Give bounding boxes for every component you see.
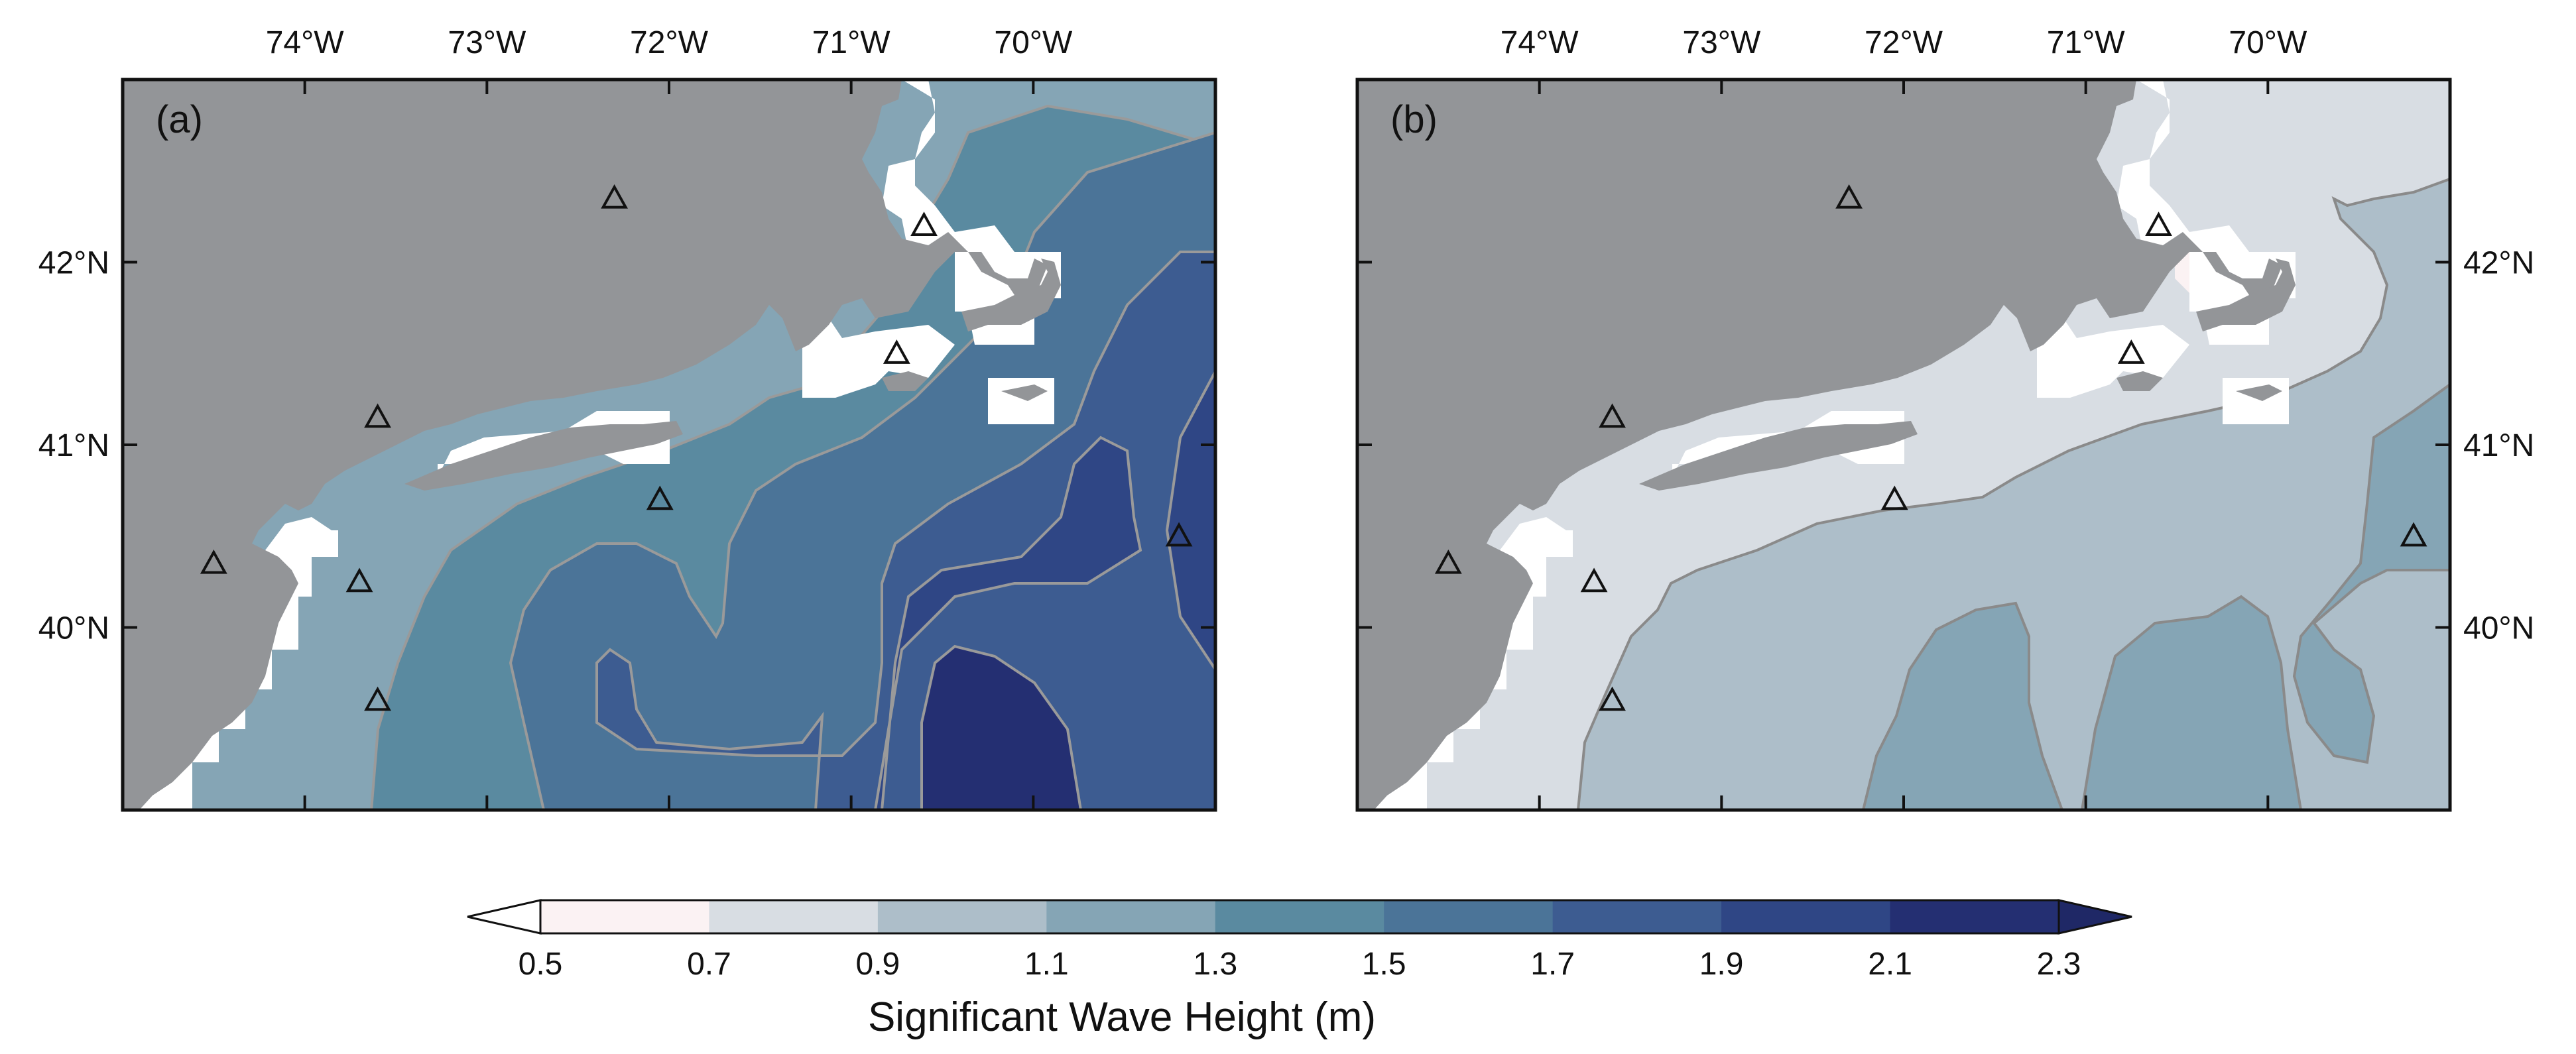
buoy-station-marker <box>910 211 938 236</box>
lon-tick-label: 73°W <box>448 25 526 60</box>
panel-a-map: 74°W 73°W 72°W 71°W 70°W 42°N 41°N 40°N (a) <box>38 25 1217 812</box>
buoy-station-marker <box>2145 211 2172 236</box>
colorbar-bin <box>1721 900 1891 933</box>
buoy-station-marker <box>1599 403 1626 428</box>
buoy-station-marker <box>1599 686 1626 711</box>
wave-band-2.1-2.3 <box>920 644 1083 810</box>
panel-b-field <box>1357 80 2450 810</box>
colorbar-bin <box>1890 900 2059 933</box>
buoy-station-marker <box>2117 339 2145 364</box>
buoy-station-marker <box>1580 567 1608 593</box>
lat-tick-label: 40°N <box>38 611 109 646</box>
long-island <box>1639 421 1918 491</box>
buoy-station-marker <box>1880 485 1908 510</box>
buoy-station-marker <box>364 403 391 428</box>
lon-tick-label: 72°W <box>1865 25 1943 60</box>
wave-band-1.7-1.9 <box>595 251 1215 810</box>
panel-b-ticks: 74°W 73°W 72°W 71°W 70°W 42°N 41°N 40°N <box>1357 25 2534 810</box>
island-nantucket <box>2236 384 2282 401</box>
buoy-station-marker <box>345 567 373 593</box>
island-nantucket <box>1001 384 1048 401</box>
long-island <box>404 421 683 491</box>
colorbar-title: Significant Wave Height (m) <box>868 994 1376 1040</box>
buoy-station-marker <box>883 339 910 364</box>
wave-band-1.1-1.3 <box>1861 382 2450 810</box>
colorbar-tick-label: 0.5 <box>519 947 563 982</box>
lat-tick-label: 40°N <box>2463 611 2534 646</box>
colorbar-under-extend <box>467 899 542 935</box>
island-vineyard <box>882 371 928 391</box>
panel-a-stations <box>200 184 1193 711</box>
colorbar-tick-label: 1.1 <box>1024 947 1069 982</box>
colorbar-bin <box>1215 900 1384 933</box>
land-mass <box>1357 80 2282 810</box>
colorbar-over-extend <box>2057 899 2132 935</box>
colorbar-tick-label: 1.7 <box>1530 947 1575 982</box>
lat-tick-label: 42°N <box>2463 246 2534 281</box>
buoy-station-marker <box>364 686 391 711</box>
buoy-station-marker <box>200 549 227 574</box>
lon-tick-label: 71°W <box>2047 25 2126 60</box>
buoy-station-marker <box>1165 522 1193 547</box>
colorbar-bin <box>1384 900 1554 933</box>
buoy-station-marker <box>646 485 674 510</box>
colorbar-tick-label: 2.1 <box>1868 947 1912 982</box>
cape-cod <box>2196 259 2296 331</box>
lon-tick-label: 71°W <box>812 25 891 60</box>
coastal-mask-sounds <box>802 318 1054 424</box>
lon-tick-label: 70°W <box>2229 25 2307 60</box>
colorbar-tick-label: 0.9 <box>856 947 900 982</box>
colorbar-bin <box>1552 900 1722 933</box>
colorbar-tick-label: 1.9 <box>1699 947 1744 982</box>
panel-a-field <box>123 80 1215 810</box>
land-mass <box>123 80 1048 810</box>
lat-tick-label: 42°N <box>38 246 109 281</box>
lat-tick-label: 41°N <box>2463 428 2534 463</box>
colorbar: 0.5 0.7 0.9 1.1 1.3 1.5 1.7 1.9 2.1 2.3 Significa… <box>467 899 2132 1040</box>
panel-a-label: (a) <box>156 98 203 141</box>
buoy-station-marker <box>1434 549 1462 574</box>
panel-b-stations <box>1434 184 2427 711</box>
lon-tick-label: 74°W <box>266 25 345 60</box>
colorbar-tick-label: 1.3 <box>1193 947 1237 982</box>
colorbar-bin <box>709 900 879 933</box>
colorbar-bin <box>877 900 1047 933</box>
colorbar-bin <box>540 900 709 933</box>
colorbar-ticks: 0.5 0.7 0.9 1.1 1.3 1.5 1.7 1.9 2.1 2.3 <box>519 947 2081 982</box>
panel-b-map: 74°W 73°W 72°W 71°W 70°W 42°N 41°N 40°N (b) <box>1355 25 2534 812</box>
coastal-mask-sounds <box>2037 318 2289 424</box>
lon-tick-label: 72°W <box>630 25 709 60</box>
lat-tick-label: 41°N <box>38 428 109 463</box>
island-vineyard <box>2116 371 2163 391</box>
wave-band-1.9-2.1 <box>873 371 1215 810</box>
colorbar-bins <box>467 899 2132 935</box>
lon-tick-label: 70°W <box>994 25 1073 60</box>
colorbar-tick-label: 2.3 <box>2037 947 2081 982</box>
buoy-station-marker <box>1835 184 1863 209</box>
buoy-station-marker <box>2400 522 2427 547</box>
colorbar-outline <box>539 899 2060 935</box>
cape-cod <box>961 259 1061 331</box>
colorbar-tick-label: 1.5 <box>1362 947 1406 982</box>
colorbar-bin <box>1046 900 1216 933</box>
panel-a-ticks: 74°W 73°W 72°W 71°W 70°W 42°N 41°N 40°N <box>38 25 1215 810</box>
panel-b-label: (b) <box>1390 98 1438 141</box>
lon-tick-label: 74°W <box>1501 25 1579 60</box>
buoy-station-marker <box>601 184 628 209</box>
lon-tick-label: 73°W <box>1682 25 1761 60</box>
colorbar-tick-label: 0.7 <box>687 947 731 982</box>
